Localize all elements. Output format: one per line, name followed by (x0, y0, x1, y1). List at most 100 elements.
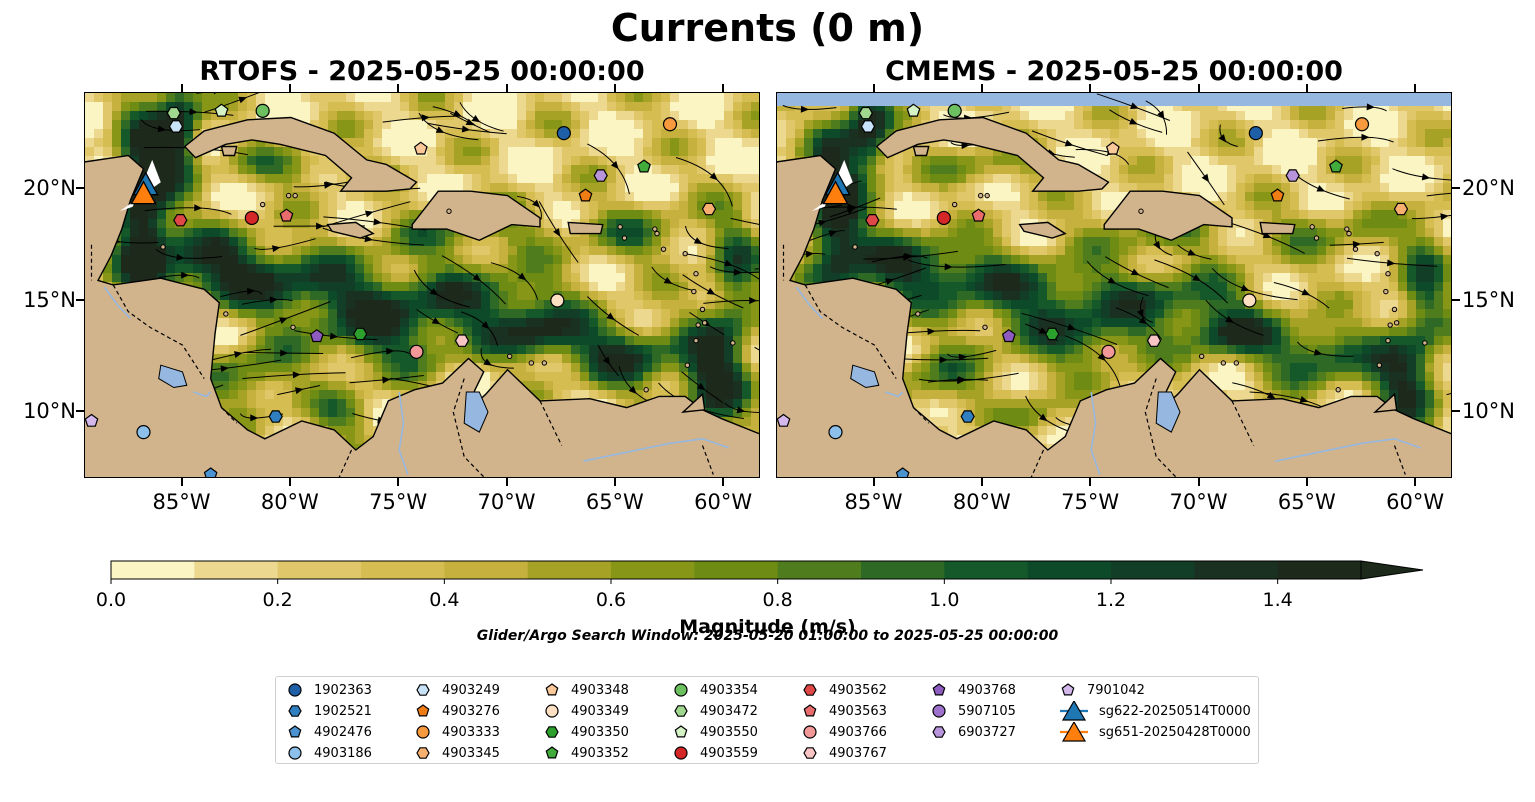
lake-nicaragua (850, 364, 880, 389)
y-tick-mark (76, 410, 84, 413)
float-4903348 (1105, 141, 1120, 155)
x-tick-mark (288, 478, 291, 486)
float-4903563 (971, 208, 986, 222)
legend-marker (1061, 683, 1075, 696)
colorbar-bar (110, 560, 1424, 584)
float-4903562 (865, 213, 880, 227)
float-4903333 (662, 117, 678, 132)
colorbar-segment (277, 561, 362, 579)
legend-symbol (288, 725, 302, 738)
legend-label: 4903345 (442, 745, 500, 761)
legend-symbol (545, 704, 559, 718)
x-tick-mark-top (613, 84, 616, 92)
legend-symbol (674, 725, 688, 738)
legend-marker (1060, 701, 1088, 721)
float-4903550 (906, 103, 921, 117)
float-4903350 (353, 327, 368, 341)
legend-item: 7901042 (1059, 680, 1145, 700)
legend-marker (674, 683, 688, 697)
legend-marker (288, 725, 302, 738)
x-tick-label: 70°W (1169, 490, 1228, 514)
legend-item: sg622-20250514T0000 (1059, 701, 1251, 721)
legend-item: 4903350 (543, 722, 629, 742)
legend-symbol (932, 683, 946, 696)
x-tick-label: 70°W (477, 490, 536, 514)
legend-symbol (545, 746, 559, 759)
float-1902521 (268, 410, 283, 423)
land-yucatan (777, 154, 1451, 477)
search-window-text: Glider/Argo Search Window: 2025-05-20 01… (476, 628, 1059, 644)
legend-label: 4903562 (829, 682, 887, 698)
float-1902363 (1248, 126, 1263, 141)
legend-item: 4903186 (286, 743, 372, 763)
x-tick-mark (505, 478, 508, 486)
legend-item: 4903276 (414, 701, 500, 721)
legend-label: 4903472 (700, 703, 758, 719)
legend-label: 4903768 (958, 682, 1016, 698)
cmems-map (776, 92, 1452, 478)
y-tick-label: 15°N (23, 287, 76, 312)
colorbar-segment (444, 561, 529, 579)
land (777, 116, 1451, 477)
legend-label: sg622-20250514T0000 (1099, 703, 1251, 719)
legend-label: sg651-20250428T0000 (1099, 724, 1251, 740)
legend-marker (803, 725, 817, 739)
legend-marker (416, 747, 430, 759)
x-tick-mark (397, 478, 400, 486)
float-4903276 (1270, 188, 1285, 202)
glider-sg651-20250428T0000 (822, 180, 849, 205)
legend-item: 4903559 (672, 743, 758, 763)
legend-marker (288, 705, 302, 717)
x-tick-label: 85°W (844, 490, 903, 514)
land-jamaica (326, 221, 375, 239)
land-cuba (875, 116, 1110, 192)
legend-symbol (803, 725, 817, 739)
x-tick-label: 65°W (1277, 490, 1336, 514)
float-4903352 (1329, 159, 1343, 173)
x-tick-mark (1089, 478, 1092, 486)
land-cuba (183, 116, 418, 192)
x-tick-label: 75°W (369, 490, 428, 514)
legend-label: 4903559 (700, 745, 758, 761)
land-yucatan (85, 154, 759, 477)
x-tick-mark (722, 478, 725, 486)
legend-item: 4903562 (801, 680, 887, 700)
colorbar-tick-label: 1.2 (1095, 589, 1127, 611)
lake-maracaibo (463, 391, 489, 433)
glider-sg651-20250428T0000 (130, 180, 157, 205)
legend-marker (288, 683, 302, 697)
legend-symbol (803, 747, 817, 759)
legend-symbol (1061, 683, 1075, 696)
colorbar-segment (1277, 561, 1362, 579)
float-4903345 (701, 202, 717, 216)
x-tick-mark (980, 478, 983, 486)
legend-marker (1060, 722, 1088, 742)
float-7901042 (85, 413, 99, 427)
legend-symbol (416, 684, 430, 696)
legend-item: 5907105 (930, 701, 1016, 721)
x-tick-mark (1414, 478, 1417, 486)
legend-item: 1902363 (286, 680, 372, 700)
x-tick-label: 80°W (952, 490, 1011, 514)
legend-symbol (932, 704, 946, 718)
float-1902363 (556, 126, 571, 141)
float-4903349 (1242, 293, 1257, 308)
x-tick-mark-top (180, 84, 183, 92)
colorbar-segment (361, 561, 445, 579)
legend-item: 4903550 (672, 722, 758, 742)
legend-item: 4903345 (414, 743, 500, 763)
colorbar: 0.0 0.2 0.4 0.6 0.8 1.0 1.2 1.4 (0, 555, 1535, 625)
float-4903559 (936, 210, 951, 226)
float-4903354 (947, 103, 962, 118)
x-tick-mark (1197, 478, 1200, 486)
colorbar-tick-label: 1.4 (1262, 589, 1293, 611)
colorbar-segment (694, 561, 779, 579)
legend-item: 4903349 (543, 701, 629, 721)
land-trinidad (1372, 392, 1398, 414)
legend-marker (416, 704, 430, 717)
gliders (119, 159, 161, 212)
legend-symbol (674, 746, 688, 760)
x-tick-mark-top (397, 84, 400, 92)
float-4903345 (1393, 202, 1409, 216)
legend-marker (416, 725, 430, 739)
